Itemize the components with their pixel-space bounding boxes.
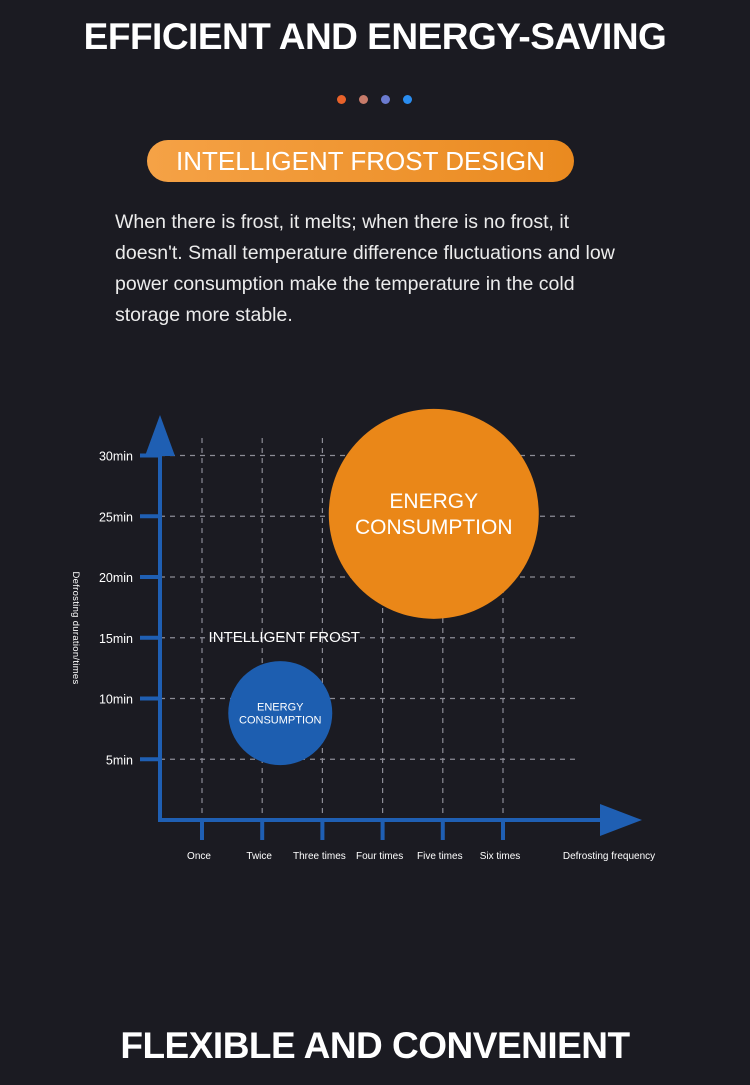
x-tick-label: Three times (293, 851, 346, 862)
headline-efficient: EFFICIENT AND ENERGY-SAVING (83, 16, 667, 57)
series-label-intelligent-frost: INTELLIGENT FROST (209, 629, 360, 646)
bubble-label: ENERGY (389, 490, 478, 513)
y-tick-label: 20min (99, 571, 133, 585)
x-axis-arrow (600, 804, 642, 836)
defrost-bubble-chart: 5min 10min 15min 20min 25min 30min Once Twice Th… (70, 408, 655, 862)
bubble-label: CONSUMPTION (239, 714, 322, 726)
y-tick-label: 10min (99, 693, 133, 707)
pager-dot[interactable] (381, 95, 390, 104)
x-tick-label: Six times (480, 851, 521, 862)
bubble-label: ENERGY (257, 701, 304, 713)
x-tick-label: Four times (356, 851, 403, 862)
x-axis-label: Defrosting frequency (563, 851, 655, 862)
y-tick-label: 5min (106, 753, 133, 767)
y-tick-label: 30min (99, 450, 133, 464)
x-tick-label: Twice (246, 851, 272, 862)
headline-flexible: FLEXIBLE AND CONVENIENT (120, 1025, 630, 1066)
feature-title-pill: INTELLIGENT FROST DESIGN (147, 140, 574, 182)
y-tick-label: 15min (99, 632, 133, 646)
pager-dot[interactable] (403, 95, 412, 104)
bubble-timed-defrosting (328, 408, 539, 619)
feature-description: When there is frost, it melts; when ther… (115, 211, 615, 326)
y-axis-label: Defrosting duration/times (70, 571, 81, 684)
x-tick-label: Once (187, 851, 211, 862)
y-tick-label: 25min (99, 510, 133, 524)
pager-dot[interactable] (359, 95, 368, 104)
y-axis-arrow (145, 415, 175, 456)
bubble-label: CONSUMPTION (355, 516, 513, 539)
pager-dot[interactable] (337, 95, 346, 104)
bubble-intelligent-frost (228, 661, 333, 766)
x-tick-label: Five times (417, 851, 463, 862)
